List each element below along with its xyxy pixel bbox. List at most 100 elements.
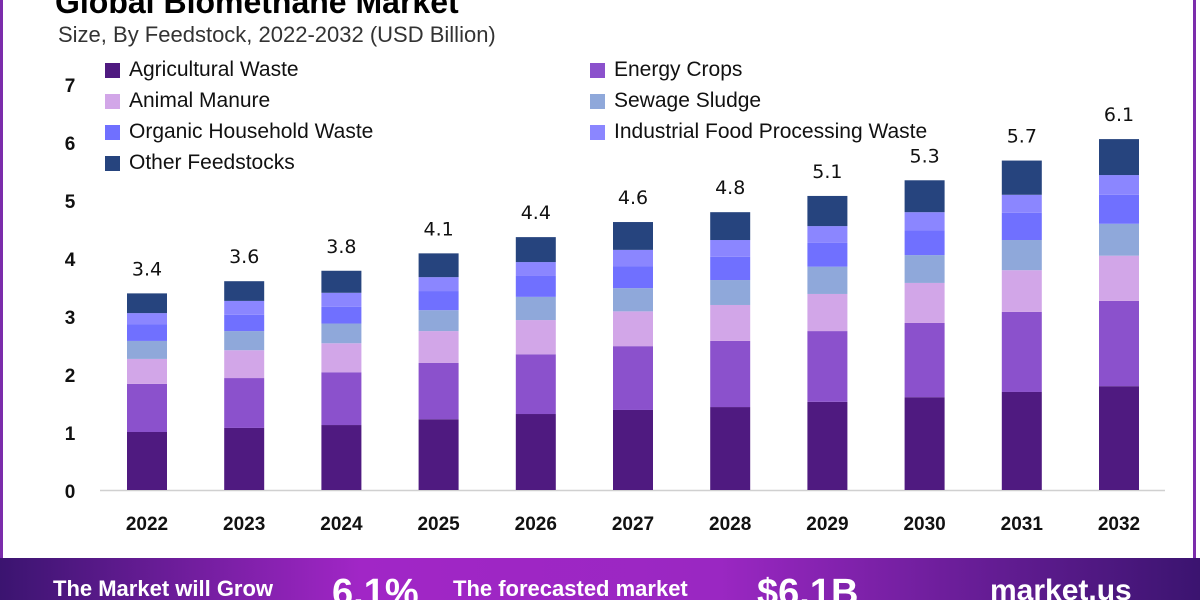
bar-segment-other-feedstocks xyxy=(1099,139,1139,176)
bar-segment-industrial-food-processing-waste xyxy=(418,277,459,292)
bar-segment-animal-manure xyxy=(224,350,265,379)
bar-segment-other-feedstocks xyxy=(224,281,265,301)
bar-segment-animal-manure xyxy=(710,304,751,341)
bar-total-label: 6.1 xyxy=(1104,104,1134,126)
bar-segment-other-feedstocks xyxy=(321,270,362,293)
legend-swatch xyxy=(105,155,120,171)
bar-segment-agricultural-waste xyxy=(1099,386,1139,490)
legend-item: Sewage Sludge xyxy=(590,89,761,113)
legend-swatch xyxy=(105,62,120,78)
bar-segment-sewage-sludge xyxy=(904,255,945,283)
bar-segment-agricultural-waste xyxy=(904,397,945,490)
bar-segment-other-feedstocks xyxy=(127,293,167,314)
y-tick-label: 0 xyxy=(65,482,76,503)
legend-label: Sewage Sludge xyxy=(614,89,762,112)
legend-label: Animal Manure xyxy=(129,89,271,112)
bar-segment-agricultural-waste xyxy=(710,407,751,490)
bar-segment-industrial-food-processing-waste xyxy=(224,300,265,315)
bar-segment-sewage-sludge xyxy=(710,280,751,305)
legend-label: Energy Crops xyxy=(614,58,743,81)
bar-segment-industrial-food-processing-waste xyxy=(807,226,848,243)
bar-total-label: 3.4 xyxy=(132,258,162,280)
y-tick-label: 4 xyxy=(65,250,76,271)
bar-segment-other-feedstocks xyxy=(613,222,653,250)
bar-segment-sewage-sludge xyxy=(807,266,848,294)
y-tick-label: 2 xyxy=(65,366,76,387)
bar-segment-agricultural-waste xyxy=(515,414,556,490)
legend-item: Other Feedstocks xyxy=(105,151,295,175)
bar-total-label: 4.6 xyxy=(618,187,648,209)
forecast-text: The forecasted market xyxy=(453,576,688,600)
bar-segment-sewage-sludge xyxy=(224,331,265,351)
bar-segment-agricultural-waste xyxy=(321,425,362,490)
bar-total-label: 5.7 xyxy=(1007,126,1037,148)
bar-total-label: 3.8 xyxy=(326,236,356,258)
bar-segment-energy-crops xyxy=(613,346,653,410)
bar-segment-organic-household-waste xyxy=(710,256,751,281)
bar-segment-sewage-sludge xyxy=(418,310,459,332)
bar-total-label: 4.4 xyxy=(521,202,551,224)
bar-segment-energy-crops xyxy=(710,340,751,408)
bar-segment-organic-household-waste xyxy=(904,230,945,256)
y-tick-label: 5 xyxy=(65,192,76,213)
bar-total-label: 4.8 xyxy=(715,177,745,199)
chart-subtitle: Size, By Feedstock, 2022-2032 (USD Billi… xyxy=(58,22,496,47)
y-tick-label: 6 xyxy=(65,134,76,155)
legend-item: Agricultural Waste xyxy=(105,58,299,82)
bar-total-label: 5.3 xyxy=(909,145,939,167)
x-tick-label: 2027 xyxy=(612,514,654,535)
forecast-value: $6.1B xyxy=(757,572,859,600)
brand-logo: market.us xyxy=(990,574,1132,600)
y-tick-label: 1 xyxy=(65,424,76,445)
bar-segment-agricultural-waste xyxy=(224,427,265,490)
legend-swatch xyxy=(590,124,605,140)
bar-segment-animal-manure xyxy=(1099,255,1139,301)
bar-segment-animal-manure xyxy=(321,343,362,373)
cagr-value: 6.1% xyxy=(332,572,419,600)
bar-segment-industrial-food-processing-waste xyxy=(904,212,945,231)
legend-item: Organic Household Waste xyxy=(105,120,373,144)
bar-segment-industrial-food-processing-waste xyxy=(613,249,653,267)
y-tick-label: 7 xyxy=(65,76,76,97)
bar-segment-industrial-food-processing-waste xyxy=(515,262,556,276)
x-tick-label: 2028 xyxy=(709,514,751,535)
bar-segment-industrial-food-processing-waste xyxy=(1099,175,1139,195)
bar-segment-industrial-food-processing-waste xyxy=(127,313,167,325)
bar-segment-energy-crops xyxy=(127,383,167,432)
x-tick-label: 2023 xyxy=(223,514,265,535)
bar-segment-organic-household-waste xyxy=(321,306,362,324)
legend-item: Animal Manure xyxy=(105,89,270,113)
legend-item: Energy Crops xyxy=(590,58,742,82)
bar-segment-energy-crops xyxy=(321,372,362,426)
legend-item: Industrial Food Processing Waste xyxy=(590,120,927,144)
bar-segment-agricultural-waste xyxy=(613,409,653,490)
bar-segment-organic-household-waste xyxy=(515,275,556,297)
bar-segment-agricultural-waste xyxy=(1001,391,1042,490)
bar-segment-other-feedstocks xyxy=(904,180,945,213)
bar-segment-organic-household-waste xyxy=(127,324,167,341)
bar-segment-animal-manure xyxy=(418,331,459,363)
bar-segment-energy-crops xyxy=(807,331,848,402)
footer-banner: The Market will Grow 6.1% The forecasted… xyxy=(0,558,1200,600)
bar-segment-animal-manure xyxy=(1001,270,1042,312)
bar-segment-energy-crops xyxy=(904,322,945,398)
bar-total-label: 5.1 xyxy=(812,161,842,183)
bar-segment-energy-crops xyxy=(224,378,265,428)
legend-label: Industrial Food Processing Waste xyxy=(614,120,928,143)
x-tick-label: 2031 xyxy=(1001,514,1044,535)
bar-segment-organic-household-waste xyxy=(1001,212,1042,241)
bar-segment-sewage-sludge xyxy=(1099,223,1139,256)
bar-segment-animal-manure xyxy=(515,320,556,355)
bar-segment-organic-household-waste xyxy=(418,291,459,311)
bar-segment-industrial-food-processing-waste xyxy=(1001,194,1042,213)
bar-total-label: 3.6 xyxy=(229,246,259,268)
bar-segment-energy-crops xyxy=(1001,311,1042,392)
legend-swatch xyxy=(105,124,120,140)
legend-swatch xyxy=(590,93,605,109)
bar-segment-energy-crops xyxy=(515,354,556,415)
stacked-bar-chart: 0 1 2 3 4 5 6 7 2022 3.4 2023 3.6 2024 3.8 2025 4.1 2026… xyxy=(65,76,1165,535)
legend-label: Other Feedstocks xyxy=(129,151,295,174)
bar-segment-animal-manure xyxy=(807,293,848,332)
bar-segment-sewage-sludge xyxy=(613,288,653,312)
bar-segment-energy-crops xyxy=(1099,300,1139,387)
